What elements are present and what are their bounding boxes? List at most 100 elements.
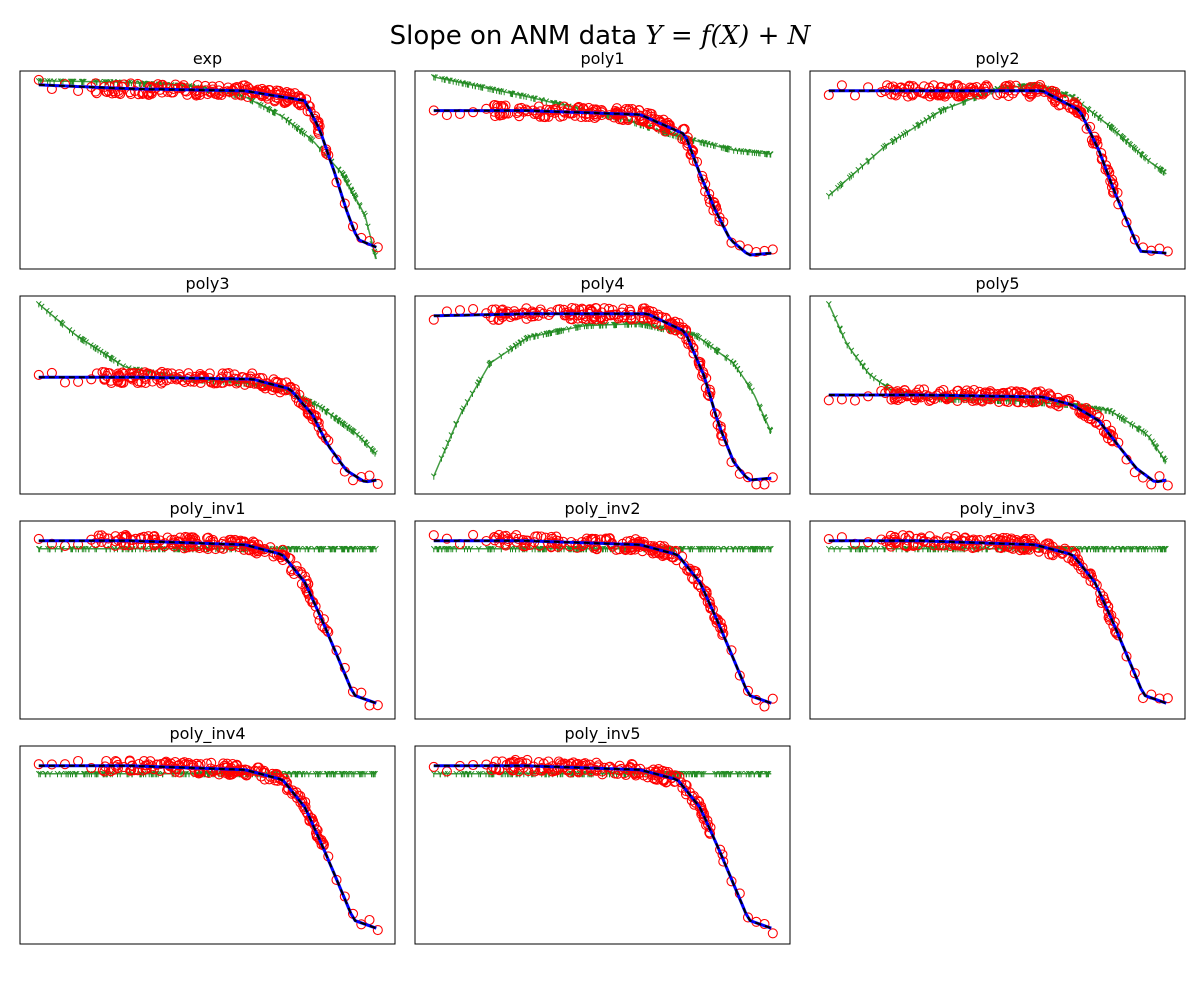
model-fit-marker [876, 379, 883, 386]
model-fit-marker [523, 93, 530, 100]
model-fit-marker [316, 145, 323, 152]
model-fit-marker [476, 379, 483, 386]
model-fit-markers [35, 545, 379, 553]
model-fit-marker [752, 545, 758, 553]
data-point [759, 479, 770, 490]
model-fit-marker [469, 390, 476, 397]
data-point [547, 533, 558, 544]
model-fit-marker [351, 192, 358, 200]
model-fit-marker [342, 176, 349, 183]
model-fit-marker [1146, 433, 1152, 441]
model-fit-marker [712, 142, 718, 150]
model-fit-marker [305, 545, 311, 553]
model-fit-marker [308, 136, 314, 143]
data-point [194, 371, 206, 382]
model-fit-marker [296, 127, 303, 134]
data-point [693, 574, 704, 585]
model-fit-marker [983, 545, 989, 553]
model-fit-marker [750, 545, 757, 553]
model-fit-marker [709, 545, 716, 553]
model-fit-marker [767, 427, 774, 434]
data-point [836, 80, 847, 91]
model-fit-marker [1120, 416, 1127, 424]
model-fit-marker [1116, 414, 1123, 421]
data-point [971, 535, 982, 546]
model-fit-marker [465, 81, 472, 88]
data-point [742, 685, 754, 696]
model-fit-marker [115, 359, 121, 367]
model-fit-marker [585, 322, 591, 330]
model-fit-marker [938, 107, 945, 114]
model-fit-marker [565, 326, 572, 333]
model-fit-marker [738, 148, 745, 155]
model-fit-marker [51, 78, 57, 85]
model-fit-marker [1138, 151, 1145, 159]
model-fit-marker [920, 545, 926, 553]
axes-frame [414, 295, 791, 495]
model-fit-marker [36, 545, 43, 553]
model-fit-marker [258, 102, 264, 109]
model-fit-marker [498, 352, 505, 360]
model-fit-marker [1084, 545, 1091, 553]
data-point [751, 246, 762, 258]
model-fit-marker [52, 314, 59, 322]
model-fit-marker [78, 78, 85, 85]
model-fit-marker [768, 545, 774, 553]
model-fit-marker [357, 434, 363, 441]
estimated-fit-line [38, 539, 377, 705]
model-fit-marker [880, 144, 887, 152]
axes-frame [414, 70, 791, 270]
model-fit-marker [490, 86, 497, 93]
model-fit-marker [932, 111, 938, 119]
data-point [908, 538, 919, 549]
model-fit-marker [35, 545, 42, 553]
model-fit-marker [362, 212, 368, 219]
axes-frame [19, 70, 396, 270]
data-point [468, 529, 479, 540]
model-fit-marker [88, 342, 94, 349]
model-fit-marker [1128, 545, 1134, 553]
model-fit-marker [1091, 111, 1098, 118]
subplot-title: poly2 [975, 49, 1019, 68]
model-fit-marker [66, 327, 73, 334]
model-fit-marker [360, 545, 367, 553]
model-fit-marker [279, 113, 285, 120]
model-fit-marker [266, 106, 273, 114]
data-point [468, 107, 479, 118]
model-fit-marker [515, 341, 521, 348]
model-fit-marker [687, 545, 694, 553]
subplot-poly-inv5: poly_inv5 [414, 724, 791, 945]
model-fit-marker [764, 150, 771, 158]
model-fit-marker [846, 174, 853, 181]
subplot-title: poly5 [975, 274, 1019, 293]
model-fit-marker [1092, 545, 1099, 553]
model-fit-marker [1012, 398, 1019, 405]
data-point [880, 388, 891, 399]
model-fit-marker [699, 545, 705, 553]
model-fit-marker [90, 343, 97, 351]
data-point [364, 470, 375, 481]
model-fit-marker [919, 119, 926, 126]
data-point [347, 686, 359, 697]
model-fit-marker [722, 145, 729, 152]
model-fit-marker [47, 770, 53, 778]
model-fit-marker [632, 321, 639, 328]
subplot-poly-inv4: poly_inv4 [19, 724, 396, 945]
data-point [86, 374, 97, 385]
model-fit-marker [1149, 545, 1155, 553]
data-point [1082, 569, 1094, 580]
true-function-line [433, 764, 772, 930]
model-fit-marker [516, 92, 523, 99]
data-point [1162, 480, 1173, 491]
model-fit-marker [106, 354, 113, 361]
model-fit-marker [59, 321, 66, 328]
data-point [73, 755, 84, 767]
model-fit-marker [753, 149, 760, 157]
model-fit-marker [508, 90, 515, 97]
axes-frame [809, 520, 1186, 720]
model-fit-marker [507, 90, 514, 97]
model-fit-marker [825, 545, 832, 553]
model-fit-marker [430, 74, 437, 81]
true-function-line [828, 539, 1167, 705]
data-point [441, 533, 452, 544]
